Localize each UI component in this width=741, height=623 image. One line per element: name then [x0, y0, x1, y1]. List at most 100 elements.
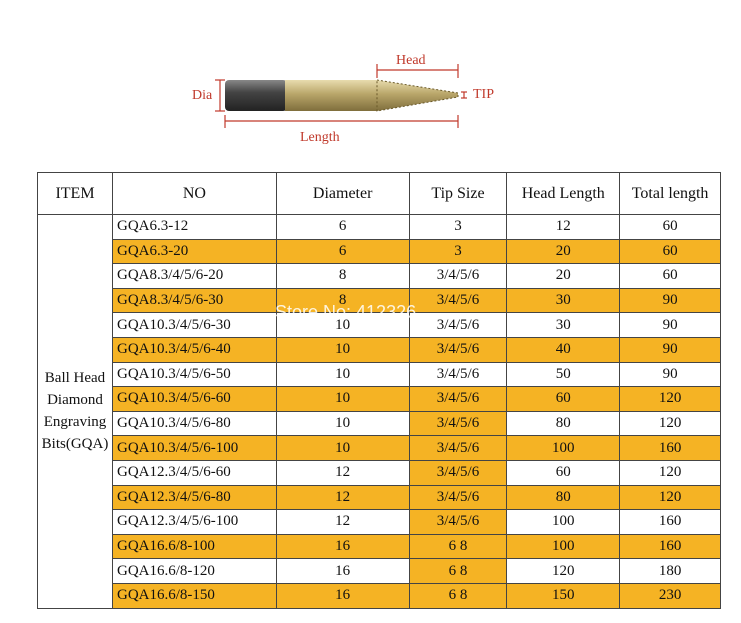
- model-cell: GQA6.3-12: [111, 214, 277, 240]
- value-cell: 60: [619, 263, 721, 289]
- header-cell: ITEM: [37, 172, 113, 215]
- length-label: Length: [300, 130, 340, 145]
- value-cell: 16: [275, 533, 410, 560]
- value-cell: 80: [506, 484, 621, 511]
- value-cell: 20: [506, 263, 621, 289]
- value-cell: 6 8: [408, 558, 508, 584]
- value-cell: 6 8: [408, 582, 508, 609]
- header-row: ITEM NO Diameter Tip Size Head Length Total l…: [37, 172, 721, 215]
- value-cell: 6: [275, 214, 410, 240]
- value-cell: 30: [506, 312, 621, 338]
- model-cell: GQA10.3/4/5/6-30: [111, 312, 277, 338]
- value-cell: 90: [619, 312, 721, 338]
- header-cell: Tip Size: [408, 172, 508, 215]
- model-cell: GQA10.3/4/5/6-80: [111, 410, 277, 437]
- model-cell: GQA10.3/4/5/6-40: [111, 336, 277, 363]
- dimension-lines: [215, 64, 467, 128]
- table-row: GQA12.3/4/5/6-80 12 3/4/5/6 80 120: [38, 484, 721, 511]
- model-cell: GQA16.6/8-150: [111, 582, 277, 609]
- value-cell: 80: [506, 410, 621, 437]
- value-cell: 160: [619, 435, 721, 461]
- value-cell: 12: [275, 509, 410, 535]
- model-cell: GQA10.3/4/5/6-50: [111, 361, 277, 388]
- value-cell: 120: [619, 459, 721, 486]
- table-row: GQA6.3-20 6 3 20 60: [38, 238, 721, 265]
- model-cell: GQA12.3/4/5/6-60: [111, 459, 277, 486]
- value-cell: 8: [275, 263, 410, 289]
- value-cell: 3: [408, 214, 508, 240]
- spec-table: ITEM NO Diameter Tip Size Head Length Total l…: [37, 172, 721, 609]
- value-cell: 16: [275, 582, 410, 609]
- table-row: GQA10.3/4/5/6-50 10 3/4/5/6 50 90: [38, 361, 721, 388]
- header-cell: Head Length: [506, 172, 621, 215]
- value-cell: 90: [619, 336, 721, 363]
- item-cell: Ball Head Diamond Engraving Bits(GQA): [37, 214, 113, 609]
- value-cell: 10: [275, 336, 410, 363]
- header-cell: Diameter: [275, 172, 410, 215]
- value-cell: 230: [619, 582, 721, 609]
- header-cell: Total length: [619, 172, 721, 215]
- value-cell: 10: [275, 410, 410, 437]
- value-cell: 120: [619, 410, 721, 437]
- dia-label: Dia: [192, 88, 213, 103]
- value-cell: 90: [619, 287, 721, 314]
- head: [376, 79, 459, 112]
- table-row: GQA16.6/8-120 16 6 8 120 180: [38, 558, 721, 584]
- value-cell: 120: [619, 484, 721, 511]
- value-cell: 3/4/5/6: [408, 509, 508, 535]
- value-cell: 3/4/5/6: [408, 336, 508, 363]
- value-cell: 100: [506, 533, 621, 560]
- head-label: Head: [396, 53, 426, 68]
- value-cell: 100: [506, 509, 621, 535]
- value-cell: 60: [619, 238, 721, 265]
- value-cell: 30: [506, 287, 621, 314]
- value-cell: 160: [619, 533, 721, 560]
- value-cell: 40: [506, 336, 621, 363]
- value-cell: 120: [619, 386, 721, 412]
- table-row: GQA8.3/4/5/6-30 8 3/4/5/6 30 90: [38, 287, 721, 314]
- value-cell: 150: [506, 582, 621, 609]
- value-cell: 3/4/5/6: [408, 484, 508, 511]
- value-cell: 160: [619, 509, 721, 535]
- table-row: GQA8.3/4/5/6-20 8 3/4/5/6 20 60: [38, 263, 721, 289]
- tool-diagram: Dia Head TIP Length: [192, 53, 494, 145]
- value-cell: 10: [275, 361, 410, 388]
- model-cell: GQA12.3/4/5/6-80: [111, 484, 277, 511]
- value-cell: 12: [506, 214, 621, 240]
- value-cell: 50: [506, 361, 621, 388]
- value-cell: 3/4/5/6: [408, 263, 508, 289]
- value-cell: 16: [275, 558, 410, 584]
- value-cell: 3/4/5/6: [408, 435, 508, 461]
- value-cell: 3/4/5/6: [408, 459, 508, 486]
- value-cell: 60: [506, 459, 621, 486]
- value-cell: 3/4/5/6: [408, 287, 508, 314]
- table-row: GQA10.3/4/5/6-40 10 3/4/5/6 40 90: [38, 336, 721, 363]
- model-cell: GQA8.3/4/5/6-30: [111, 287, 277, 314]
- model-cell: GQA16.6/8-120: [111, 558, 277, 584]
- value-cell: 20: [506, 238, 621, 265]
- model-cell: GQA8.3/4/5/6-20: [111, 263, 277, 289]
- value-cell: 3/4/5/6: [408, 361, 508, 388]
- tip-label: TIP: [473, 87, 494, 102]
- model-cell: GQA10.3/4/5/6-100: [111, 435, 277, 461]
- table-row: GQA10.3/4/5/6-100 10 3/4/5/6 100 160: [38, 435, 721, 461]
- table-row: GQA10.3/4/5/6-60 10 3/4/5/6 60 120: [38, 386, 721, 412]
- watermark: Store No: 412326: [275, 302, 417, 322]
- value-cell: 90: [619, 361, 721, 388]
- model-cell: GQA16.6/8-100: [111, 533, 277, 560]
- model-cell: GQA6.3-20: [111, 238, 277, 265]
- table-row: GQA16.6/8-100 16 6 8 100 160: [38, 533, 721, 560]
- table-row: Ball Head Diamond Engraving Bits(GQA) GQA…: [37, 214, 721, 609]
- value-cell: 12: [275, 459, 410, 486]
- table-row: GQA12.3/4/5/6-60 12 3/4/5/6 60 120: [38, 459, 721, 486]
- model-cell: GQA10.3/4/5/6-60: [111, 386, 277, 412]
- value-cell: 12: [275, 484, 410, 511]
- value-cell: 100: [506, 435, 621, 461]
- header-cell: NO: [111, 172, 277, 215]
- table-row: GQA10.3/4/5/6-80 10 3/4/5/6 80 120: [38, 410, 721, 437]
- value-cell: 3: [408, 238, 508, 265]
- shank: [225, 80, 287, 111]
- value-cell: 3/4/5/6: [408, 312, 508, 338]
- value-cell: 60: [619, 214, 721, 240]
